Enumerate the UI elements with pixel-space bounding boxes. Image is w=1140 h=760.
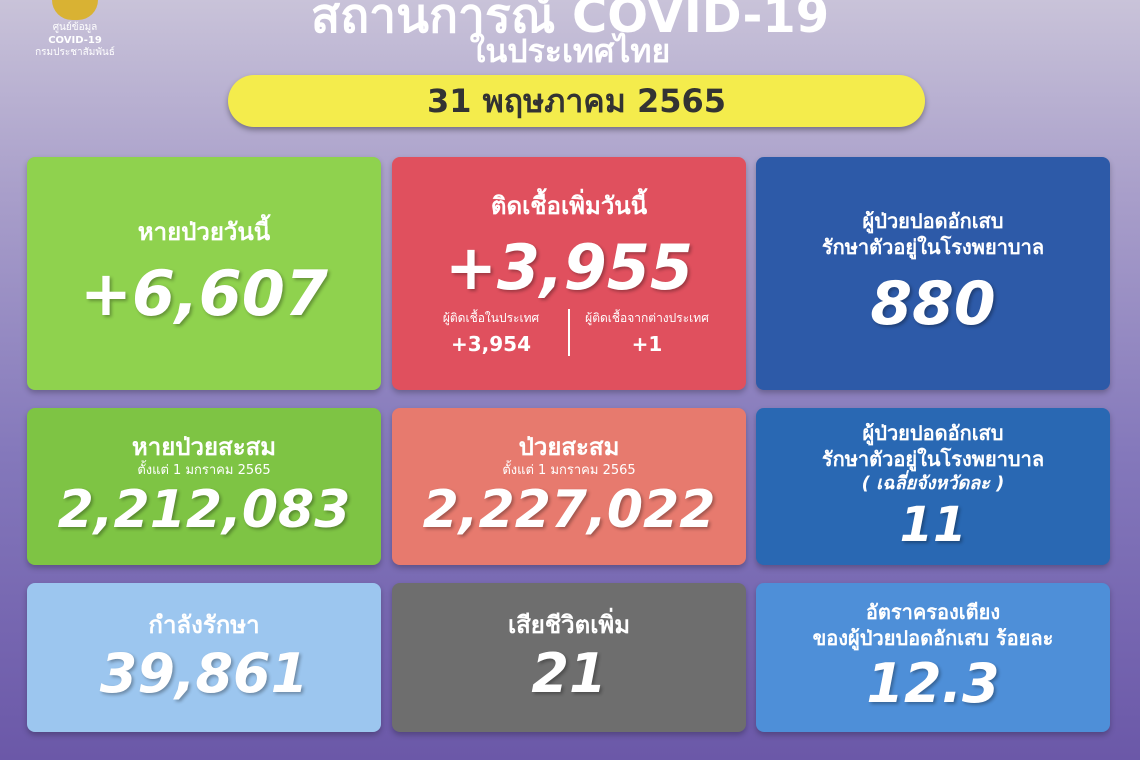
card-note: ตั้งแต่ 1 มกราคม 2565 [137,463,271,479]
card-label: อัตราครองเตียง [865,600,1001,625]
card-label: หายป่วยสะสม [131,433,277,462]
card-value: 21 [531,642,607,706]
stat-card: หายป่วยสะสม ตั้งแต่ 1 มกราคม 2565 2,212,08… [27,408,381,565]
subtitle: ในประเทศไทย [469,32,671,70]
detail-value: +1 [631,332,663,357]
title: สถานการณ์ COVID-19 [310,0,830,44]
stat-card: อัตราครองเตียง ของผู้ป่วยปอดอักเสบ ร้อยละ… [756,583,1110,732]
card-value: +6,607 [79,257,329,331]
stat-card: ติดเชื้อเพิ่มวันนี้ +3,955 ผู้ติดเชื้อในปร… [392,157,746,390]
card-value: 2,212,083 [57,479,351,540]
detail: ผู้ติดเชื้อในประเทศ +3,954 [414,309,568,356]
card-label: รักษาตัวอยู่ในโรงพยาบาล [821,235,1045,259]
detail-label: ผู้ติดเชื้อในประเทศ [442,311,540,326]
stat-card: กำลังรักษา 39,861 [27,583,381,732]
detail-label: ผู้ติดเชื้อจากต่างประเทศ [585,311,709,326]
card-label: ผู้ป่วยปอดอักเสบ [862,209,1004,233]
detail: ผู้ติดเชื้อจากต่างประเทศ +1 [568,309,724,357]
card-value: 2,227,022 [422,479,716,540]
card-label: ติดเชื้อเพิ่มวันนี้ [490,191,648,220]
stat-card: เสียชีวิตเพิ่ม 21 [392,583,746,732]
logo: ศูนย์ข้อมูล COVID-19 กรมประชาสัมพันธ์ [30,0,120,60]
card-label: กำลังรักษา [148,610,260,639]
card-note: ( เฉลี่ยจังหวัดละ ) [861,473,1005,495]
card-label: ผู้ป่วยปอดอักเสบ [862,421,1004,446]
stat-card: ป่วยสะสม ตั้งแต่ 1 มกราคม 2565 2,227,022 [392,408,746,565]
stat-card: ผู้ป่วยปอดอักเสบ รักษาตัวอยู่ในโรงพยาบาล(… [756,408,1110,565]
detail-value: +3,954 [450,332,532,357]
logo-text: กรมประชาสัมพันธ์ [35,47,115,58]
logo-text: COVID-19 [48,34,102,46]
card-value: 11 [899,496,967,553]
card-label: รักษาตัวอยู่ในโรงพยาบาล [821,447,1045,472]
card-value: +3,955 [444,230,694,304]
stat-card: ผู้ป่วยปอดอักเสบ รักษาตัวอยู่ในโรงพยาบาล 8… [756,157,1110,390]
card-value: 39,861 [99,642,309,706]
logo-emblem [52,0,98,20]
card-label: หายป่วยวันนี้ [137,218,271,247]
card-label: ของผู้ป่วยปอดอักเสบ ร้อยละ [812,626,1054,651]
card-value: 12.3 [866,652,1000,716]
card-label: เสียชีวิตเพิ่ม [507,610,631,639]
date-banner: 31 พฤษภาคม 2565 [228,75,925,127]
detail-row: ผู้ติดเชื้อในประเทศ +3,954 ผู้ติดเชื้อจากต… [414,309,724,357]
card-value: 880 [870,269,996,339]
stat-card: หายป่วยวันนี้ +6,607 [27,157,381,390]
card-note: ตั้งแต่ 1 มกราคม 2565 [502,463,636,479]
card-label: ป่วยสะสม [518,433,620,462]
logo-text: ศูนย์ข้อมูล [52,22,98,33]
